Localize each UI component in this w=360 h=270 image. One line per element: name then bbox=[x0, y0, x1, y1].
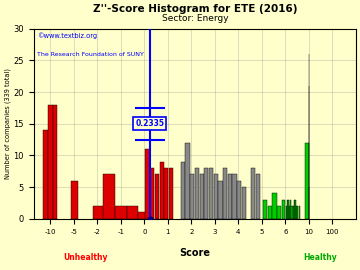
Bar bbox=[213, 174, 218, 219]
Bar bbox=[218, 181, 222, 219]
Bar bbox=[159, 162, 164, 219]
Bar bbox=[297, 206, 298, 219]
Bar bbox=[103, 174, 115, 219]
Bar bbox=[233, 174, 237, 219]
Bar bbox=[195, 168, 199, 219]
Bar bbox=[164, 168, 168, 219]
Text: Healthy: Healthy bbox=[304, 253, 337, 262]
Bar bbox=[190, 174, 194, 219]
Bar bbox=[290, 200, 291, 219]
Bar bbox=[305, 143, 309, 219]
Text: ©www.textbiz.org: ©www.textbiz.org bbox=[37, 33, 97, 39]
Bar bbox=[185, 143, 190, 219]
Bar bbox=[138, 212, 150, 219]
Bar bbox=[127, 206, 138, 219]
Bar bbox=[93, 206, 109, 219]
Title: Z''-Score Histogram for ETE (2016): Z''-Score Histogram for ETE (2016) bbox=[93, 4, 297, 14]
Bar bbox=[150, 168, 154, 219]
Bar bbox=[228, 174, 232, 219]
X-axis label: Score: Score bbox=[179, 248, 210, 258]
Text: The Research Foundation of SUNY: The Research Foundation of SUNY bbox=[37, 52, 144, 57]
Bar bbox=[298, 206, 300, 219]
Bar bbox=[53, 105, 57, 219]
Bar bbox=[145, 149, 150, 219]
Bar bbox=[251, 168, 256, 219]
Bar bbox=[169, 168, 173, 219]
Text: Sector: Energy: Sector: Energy bbox=[162, 14, 228, 23]
Bar bbox=[242, 187, 246, 219]
Bar bbox=[71, 181, 78, 219]
Bar bbox=[209, 168, 213, 219]
Bar bbox=[294, 200, 295, 219]
Bar bbox=[282, 200, 285, 219]
Text: Unhealthy: Unhealthy bbox=[63, 253, 108, 262]
Bar bbox=[43, 130, 48, 219]
Bar bbox=[48, 105, 53, 219]
Bar bbox=[115, 206, 127, 219]
Bar bbox=[256, 174, 260, 219]
Bar bbox=[277, 206, 281, 219]
Bar bbox=[181, 162, 185, 219]
Bar bbox=[296, 206, 297, 219]
Bar bbox=[263, 200, 267, 219]
Bar bbox=[268, 206, 272, 219]
Bar bbox=[288, 200, 289, 219]
Bar bbox=[295, 200, 296, 219]
Bar bbox=[285, 206, 287, 219]
Bar bbox=[199, 174, 204, 219]
Bar bbox=[155, 174, 159, 219]
Bar bbox=[237, 181, 241, 219]
Bar bbox=[289, 206, 290, 219]
Bar bbox=[287, 200, 288, 219]
Bar bbox=[204, 168, 208, 219]
Y-axis label: Number of companies (339 total): Number of companies (339 total) bbox=[4, 68, 11, 179]
Bar bbox=[292, 206, 293, 219]
Bar bbox=[273, 194, 276, 219]
Text: 0.2335: 0.2335 bbox=[135, 119, 164, 128]
Bar bbox=[293, 206, 294, 219]
Bar bbox=[223, 168, 227, 219]
